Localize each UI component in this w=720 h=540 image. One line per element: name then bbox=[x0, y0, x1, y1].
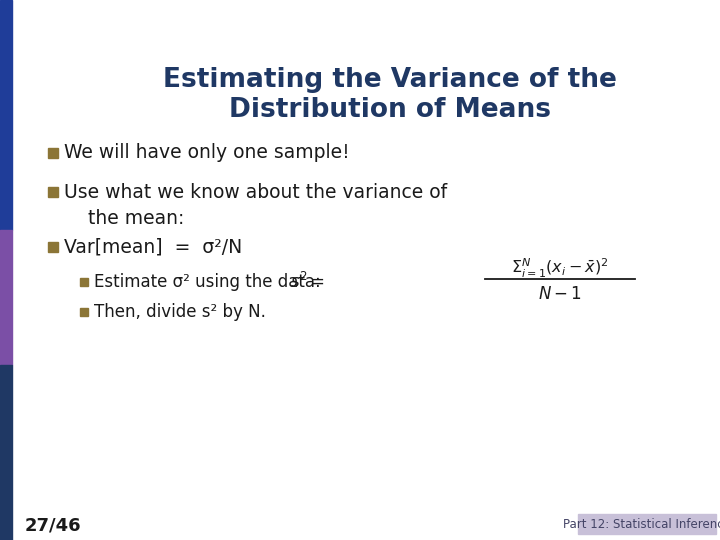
Text: Estimate σ² using the data:: Estimate σ² using the data: bbox=[94, 273, 320, 291]
Text: the mean:: the mean: bbox=[64, 210, 184, 228]
Text: Part 12: Statistical Inference: Part 12: Statistical Inference bbox=[563, 518, 720, 531]
Text: 27/46: 27/46 bbox=[25, 516, 81, 534]
Text: Estimating the Variance of the: Estimating the Variance of the bbox=[163, 67, 617, 93]
Text: Then, divide s² by N.: Then, divide s² by N. bbox=[94, 303, 266, 321]
Bar bbox=[48, 242, 58, 252]
Bar bbox=[48, 187, 58, 197]
Bar bbox=[0, 365, 12, 540]
Bar bbox=[578, 514, 716, 534]
Text: Distribution of Means: Distribution of Means bbox=[229, 97, 551, 123]
Bar bbox=[48, 148, 58, 158]
Text: $s^2 =$: $s^2 =$ bbox=[290, 272, 325, 292]
Text: Var[mean]  =  σ²/N: Var[mean] = σ²/N bbox=[64, 238, 242, 256]
Text: $N-1$: $N-1$ bbox=[538, 285, 582, 303]
Text: $\Sigma_{i=1}^{N}(x_i - \bar{x})^2$: $\Sigma_{i=1}^{N}(x_i - \bar{x})^2$ bbox=[511, 256, 608, 280]
Bar bbox=[80, 308, 88, 316]
Bar bbox=[0, 230, 12, 365]
Bar bbox=[0, 0, 12, 230]
Bar bbox=[80, 278, 88, 286]
Text: Use what we know about the variance of: Use what we know about the variance of bbox=[64, 183, 447, 201]
Text: We will have only one sample!: We will have only one sample! bbox=[64, 144, 350, 163]
